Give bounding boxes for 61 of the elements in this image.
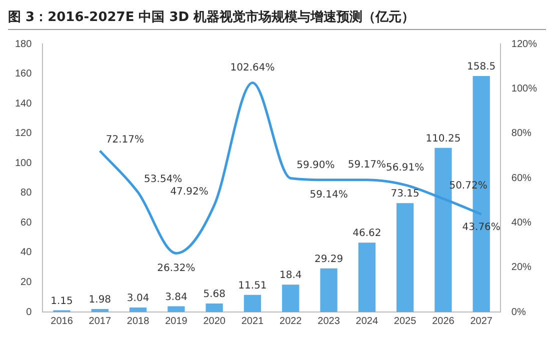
x-tick-label: 2027 [470,316,493,327]
x-tick-label: 2022 [280,316,302,327]
bar [434,148,452,312]
data-label: 11.51 [238,280,267,292]
y-tick-label: 20 [20,276,32,288]
data-label: 73.15 [390,188,420,200]
x-tick-label: 2018 [126,316,150,327]
x-tick-label: 2023 [318,316,340,327]
y2-tick-label: 20% [511,262,532,274]
chart-title: 图 3：2016-2027E 中国 3D 机器视觉市场规模与增速预测（亿元） [8,8,546,30]
bar [358,242,376,312]
x-tick-label: 2017 [88,316,112,327]
x-tick-label: 2019 [165,316,188,327]
bar [168,306,185,312]
data-label: 1.15 [50,296,73,307]
data-label: 29.29 [314,254,344,265]
bar [206,304,223,312]
data-label: 18.4 [279,270,302,282]
bar [129,307,147,312]
x-tick-label: 2021 [241,316,264,327]
x-tick-label: 2026 [432,316,455,327]
data-label: 5.68 [203,289,226,300]
data-label: 56.91% [386,162,424,174]
y2-tick-label: 60% [511,172,532,184]
data-label: 102.64% [230,62,275,74]
y-tick-label: 100 [14,158,32,169]
x-tick-label: 2016 [50,316,74,327]
bar [244,294,262,312]
bar [91,309,108,312]
bar [396,203,414,312]
y-tick-label: 80 [20,188,32,199]
x-tick-label: 2025 [394,316,417,327]
data-label: 47.92% [170,186,208,198]
bar [320,268,338,312]
data-label: 72.17% [106,134,144,146]
data-label: 1.98 [88,294,112,306]
y2-tick-label: 100% [511,83,538,94]
y-tick-label: 40 [20,247,32,258]
y2-tick-label: 0% [511,306,526,318]
data-label: 46.62 [352,228,382,240]
x-tick-label: 2020 [203,316,226,327]
bar [282,284,300,312]
y-tick-label: 60 [20,217,32,228]
data-label: 26.32% [157,262,196,274]
data-label: 3.84 [165,292,188,303]
y2-tick-label: 120% [511,38,538,50]
data-label: 59.17% [348,159,386,170]
data-label: 3.04 [126,293,150,304]
x-tick-label: 2024 [356,316,378,327]
data-label: 110.25 [426,133,461,144]
data-label: 59.14% [310,190,348,201]
y2-tick-label: 40% [511,217,532,228]
y-tick-label: 140 [14,98,32,110]
y-tick-label: 180 [14,38,32,50]
data-label: 158.5 [467,62,496,73]
y2-tick-label: 80% [511,128,532,140]
y-tick-label: 0 [26,306,32,318]
data-label: 59.90% [296,160,335,171]
data-label: 53.54% [144,174,182,186]
y-tick-label: 120 [14,128,32,140]
y-tick-label: 160 [14,68,32,80]
